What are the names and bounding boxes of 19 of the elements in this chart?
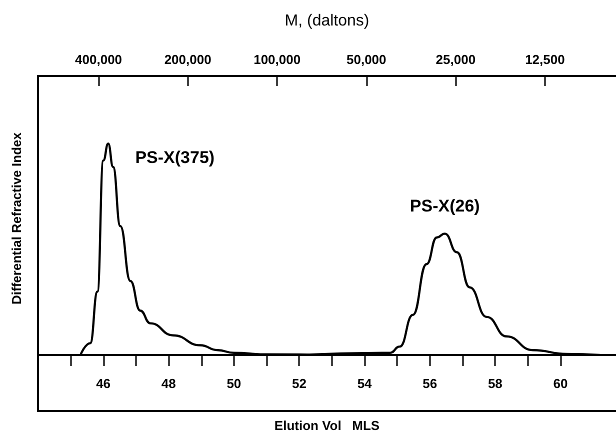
x2-axis-title: M, (daltons)	[284, 12, 370, 30]
x2-tick-label: 50,000	[346, 52, 386, 67]
x2-tick-label: 400,000	[75, 52, 122, 67]
x-tick-label: 58	[488, 376, 502, 391]
y-axis-title: Differential Refractive Index	[9, 132, 24, 304]
x-tick-label: 46	[96, 376, 111, 391]
x2-tick-label: 12,500	[525, 52, 565, 67]
x2-tick-label: 25,000	[436, 52, 476, 67]
x-tick-label: 48	[161, 376, 176, 391]
x2-tick-label: 100,000	[254, 52, 301, 67]
x-tick-label: 60	[553, 376, 568, 391]
series-label: PS-X(375)	[135, 148, 215, 168]
x-axis-title: Elution Vol MLS	[274, 418, 380, 433]
series-label: PS-X(26)	[410, 196, 480, 216]
x2-tick-label: 200,000	[164, 52, 212, 67]
x-tick-label: 52	[292, 376, 306, 391]
x-tick-label: 54	[357, 376, 373, 391]
x-tick-label: 56	[422, 376, 438, 391]
x-tick-label: 50	[226, 376, 242, 391]
